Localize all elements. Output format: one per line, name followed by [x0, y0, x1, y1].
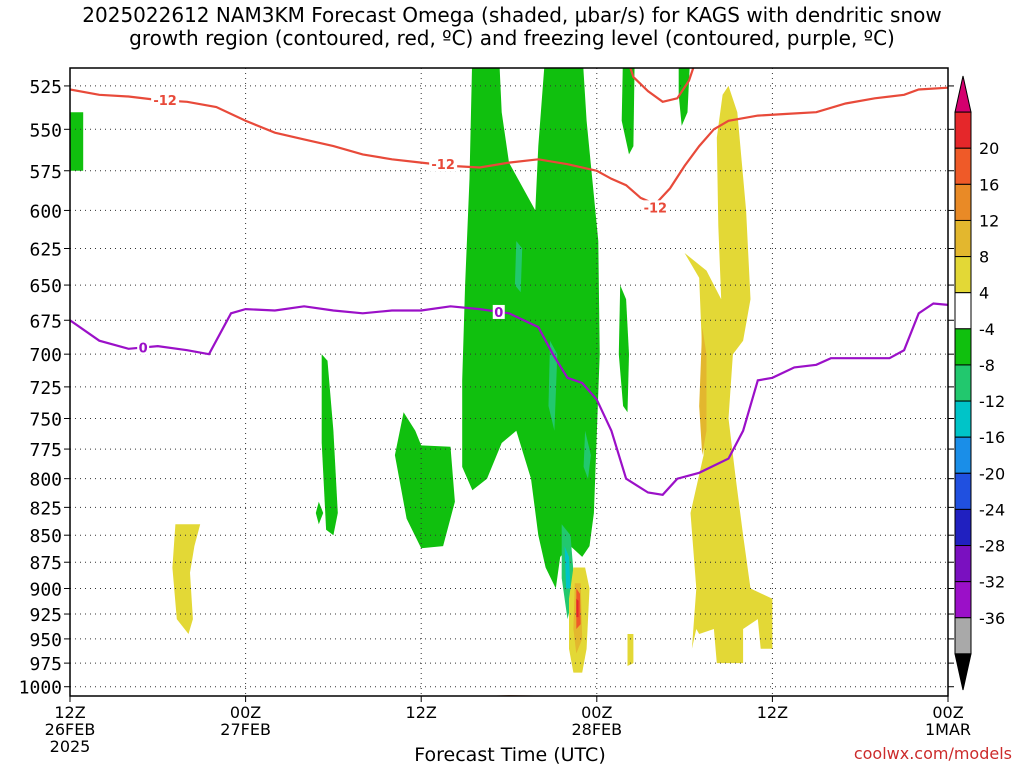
dgz-contour-label-2-bg	[429, 157, 458, 172]
colorbar-box-4	[954, 219, 972, 258]
omega-shaded-region-1	[321, 354, 338, 536]
colorbar-box-11	[954, 472, 972, 510]
chart-title-line2: growth region (contoured, red, ºC) and f…	[129, 26, 895, 50]
omega-shaded-region-5	[621, 68, 635, 155]
x-tick-label-3-0: 00Z	[581, 703, 612, 722]
omega-shaded-region-0	[70, 112, 84, 171]
omega-shaded-region-4	[462, 68, 600, 589]
freezing-level-label-2: 0	[494, 306, 503, 321]
colorbar-box-8	[954, 364, 972, 402]
colorbar-box-13	[954, 545, 972, 583]
colorbar-label-5: -4	[979, 320, 995, 339]
dgz-contour-label-3-bg	[641, 200, 670, 215]
colorbar-box-7	[954, 328, 972, 366]
colorbar-label-10: -24	[979, 500, 1005, 519]
colorbar-label-1: 16	[979, 175, 999, 194]
x-tick-label-0-1: 26FEB	[45, 720, 96, 739]
omega-shaded-region-20	[576, 598, 579, 618]
x-axis-label: Forecast Time (UTC)	[414, 744, 606, 766]
colorbar-label-4: 4	[979, 284, 989, 303]
colorbar-box-3	[954, 183, 972, 221]
omega-shaded-region-12	[564, 546, 571, 589]
y-tick-label-575: 575	[29, 162, 62, 183]
colorbar-box-15	[954, 617, 972, 655]
colorbar-label-9: -20	[979, 464, 1005, 483]
x-tick-label-1-1: 27FEB	[220, 720, 271, 739]
credit-link[interactable]: coolwx.com/models	[853, 744, 1012, 763]
omega-shaded-region-11	[514, 241, 523, 293]
y-tick-label-625: 625	[29, 239, 62, 260]
y-tick-label-775: 775	[29, 440, 62, 461]
y-tick-label-1000: 1000	[19, 678, 62, 699]
colorbar-box-12	[954, 508, 972, 547]
x-tick-label-0-0: 12Z	[54, 703, 85, 722]
dgz-contour-line	[70, 86, 948, 206]
omega-shaded-region-8	[548, 340, 558, 431]
colorbar-top-triangle	[954, 75, 972, 113]
y-tick-label-675: 675	[29, 311, 62, 332]
x-tick-label-0-2: 2025	[50, 737, 91, 756]
plot-frame	[69, 67, 949, 697]
omega-shaded-region-10	[583, 430, 591, 479]
plot-area: -12 -12 -12 0 0	[70, 68, 948, 696]
omega-shaded-region-2	[315, 501, 324, 525]
freezing-level-label-1: 0	[139, 341, 148, 356]
colorbar-bottom-triangle	[954, 653, 972, 691]
freezing-level-label-2-bg	[492, 304, 505, 319]
omega-shaded-region-13	[172, 524, 201, 634]
colorbar-label-6: -8	[979, 356, 995, 375]
omega-shaded-region-15	[627, 634, 634, 666]
x-tick-label-5-0: 00Z	[932, 703, 963, 722]
colorbar-label-7: -12	[979, 392, 1005, 411]
y-tick-label-950: 950	[29, 630, 62, 651]
y-tick-label-525: 525	[29, 77, 62, 98]
omega-shaded-region-3	[394, 412, 455, 549]
colorbar-label-11: -28	[979, 537, 1005, 556]
y-tick-label-975: 975	[29, 654, 62, 675]
colorbar-label-12: -32	[979, 573, 1005, 592]
chart-title-line1: 2025022612 NAM3KM Forecast Omega (shaded…	[82, 3, 942, 27]
freezing-level-contour-line	[70, 302, 948, 496]
y-tick-label-750: 750	[29, 409, 62, 430]
colorbar-box-5	[954, 256, 972, 294]
dgz-contour-label-3: -12	[644, 201, 668, 216]
x-tick-label-2-0: 12Z	[406, 703, 437, 722]
dgz-contour-label-2: -12	[431, 158, 455, 173]
y-tick-label-850: 850	[29, 526, 62, 547]
colorbar-label-8: -16	[979, 428, 1005, 447]
freezing-level-label-1-bg	[137, 340, 150, 355]
colorbar-label-2: 12	[979, 211, 999, 230]
colorbar-box-6	[954, 292, 972, 330]
colorbar-box-10	[954, 436, 972, 474]
chart-title: 2025022612 NAM3KM Forecast Omega (shaded…	[0, 4, 1024, 50]
colorbar-label-3: 8	[979, 248, 989, 267]
colorbar-box-14	[954, 581, 972, 619]
y-tick-label-600: 600	[29, 201, 62, 222]
colorbar-box-9	[954, 400, 972, 438]
x-tick-label-4-0: 12Z	[757, 703, 788, 722]
colorbar-label-13: -36	[979, 609, 1005, 628]
dgz-contour-label-1-bg	[151, 93, 180, 108]
colorbar-box-1	[954, 111, 972, 149]
omega-shaded-region-17	[699, 327, 707, 456]
y-tick-label-725: 725	[29, 378, 62, 399]
x-tick-label-5-1: 1MAR	[925, 720, 971, 739]
x-tick-label-3-1: 28FEB	[571, 720, 622, 739]
y-tick-label-550: 550	[29, 120, 62, 141]
y-tick-label-875: 875	[29, 553, 62, 574]
dgz-contour-line-2	[629, 68, 695, 103]
y-tick-label-650: 650	[29, 276, 62, 297]
omega-shaded-region-16	[684, 85, 773, 664]
colorbar-label-0: 20	[979, 139, 999, 158]
y-tick-label-925: 925	[29, 605, 62, 626]
omega-shaded-region-6	[618, 285, 629, 413]
y-tick-label-800: 800	[29, 470, 62, 491]
y-tick-label-700: 700	[29, 345, 62, 366]
y-tick-label-900: 900	[29, 579, 62, 600]
dgz-contour-label-1: -12	[153, 94, 177, 109]
y-tick-label-825: 825	[29, 498, 62, 519]
x-tick-label-1-0: 00Z	[230, 703, 261, 722]
colorbar-box-2	[954, 147, 972, 185]
